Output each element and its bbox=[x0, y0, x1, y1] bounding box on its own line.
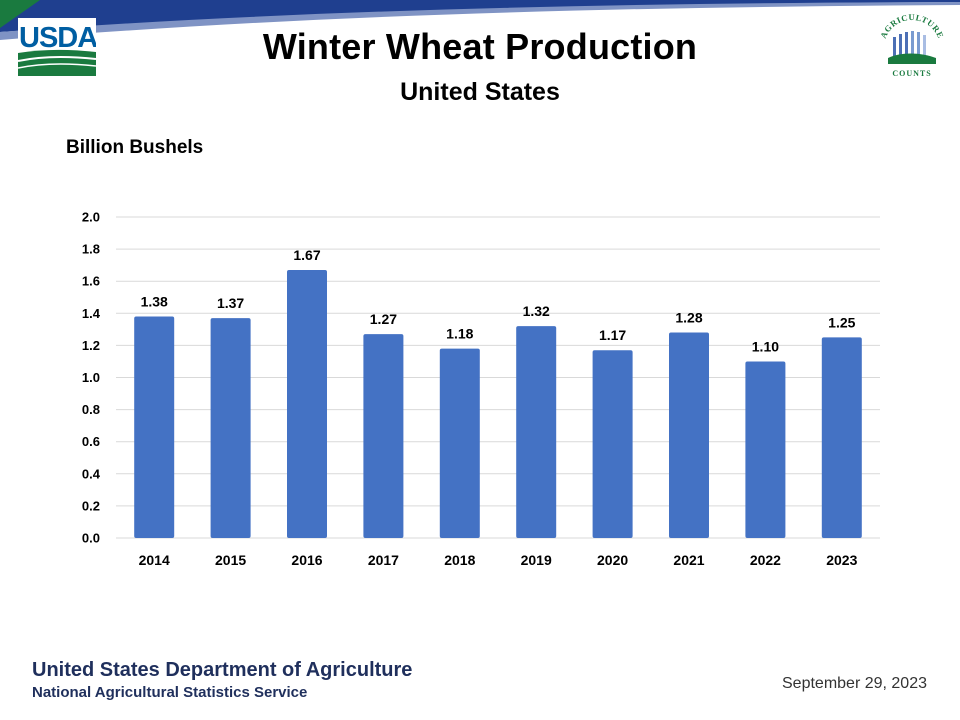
y-tick-label: 1.6 bbox=[82, 274, 100, 289]
bar-2019 bbox=[516, 326, 557, 538]
chart-title: Winter Wheat Production bbox=[262, 26, 698, 67]
y-tick-label: 0.2 bbox=[82, 498, 100, 513]
x-tick-label: 2021 bbox=[673, 552, 704, 568]
x-tick-label: 2016 bbox=[291, 552, 322, 568]
data-label: 1.27 bbox=[370, 311, 397, 327]
bar-2016 bbox=[287, 269, 327, 538]
x-tick-label: 2023 bbox=[826, 552, 857, 568]
bars bbox=[134, 269, 862, 538]
bar-2023 bbox=[821, 337, 862, 538]
footer-service: National Agricultural Statistics Service bbox=[32, 684, 308, 701]
data-label: 1.28 bbox=[675, 310, 702, 326]
header-swoosh bbox=[0, 0, 960, 40]
agriculture-counts-logo: AGRICULTURE COUNTS bbox=[878, 14, 945, 78]
bar-2022 bbox=[745, 361, 786, 538]
y-tick-label: 0.6 bbox=[82, 434, 100, 449]
usda-logo-text: USDA bbox=[19, 22, 96, 54]
data-label: 1.25 bbox=[828, 314, 855, 330]
bar-2017 bbox=[363, 334, 404, 538]
data-label: 1.18 bbox=[446, 326, 473, 342]
bar-2020 bbox=[592, 350, 633, 538]
footer-date: September 29, 2023 bbox=[782, 675, 927, 692]
x-tick-label: 2014 bbox=[139, 552, 170, 568]
data-label: 1.67 bbox=[293, 247, 320, 263]
y-tick-label: 0.0 bbox=[82, 531, 100, 546]
value-labels: 1.38 1.37 1.67 1.27 1.18 1.32 1.17 1.28 1.10 1.25 bbox=[141, 247, 856, 354]
y-tick-label: 1.0 bbox=[82, 370, 100, 385]
x-tick-label: 2018 bbox=[444, 552, 475, 568]
data-label: 1.38 bbox=[141, 294, 168, 310]
x-tick-label: 2019 bbox=[521, 552, 552, 568]
chart-subtitle: United States bbox=[400, 78, 560, 106]
y-tick-label: 1.4 bbox=[82, 306, 101, 321]
y-tick-label: 0.4 bbox=[82, 466, 101, 481]
bar-2018 bbox=[439, 348, 480, 538]
y-tick-label: 1.8 bbox=[82, 242, 100, 257]
data-label: 1.32 bbox=[523, 303, 550, 319]
x-tick-label: 2020 bbox=[597, 552, 628, 568]
usda-logo: USDA bbox=[18, 18, 96, 76]
y-tick-label: 0.8 bbox=[82, 402, 100, 417]
data-label: 1.10 bbox=[752, 338, 779, 354]
x-tick-label: 2017 bbox=[368, 552, 399, 568]
bar-2015 bbox=[210, 318, 251, 538]
y-tick-label: 2.0 bbox=[82, 210, 100, 225]
y-axis-label: Billion Bushels bbox=[66, 137, 204, 158]
x-tick-label: 2015 bbox=[215, 552, 246, 568]
y-tick-label: 1.2 bbox=[82, 338, 100, 353]
y-tick-labels: 0.0 0.2 0.4 0.6 0.8 1.0 1.2 1.4 1.6 1.8 2.0 bbox=[82, 210, 101, 546]
bar-2021 bbox=[669, 332, 709, 538]
svg-text:COUNTS: COUNTS bbox=[892, 69, 931, 78]
footer-organization: United States Department of Agriculture bbox=[32, 659, 413, 681]
x-tick-label: 2022 bbox=[750, 552, 781, 568]
x-tick-labels: 2014 2015 2016 2017 2018 2019 2020 2021 2022 2023 bbox=[139, 552, 858, 568]
data-label: 1.37 bbox=[217, 295, 244, 311]
data-label: 1.17 bbox=[599, 327, 626, 343]
bar-2014 bbox=[134, 316, 175, 538]
